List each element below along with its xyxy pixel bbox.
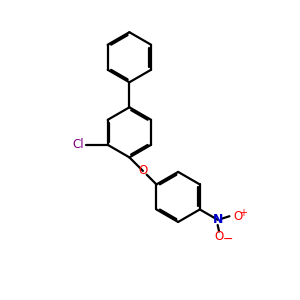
Text: O: O [234,210,243,223]
Text: +: + [239,208,247,218]
Text: Cl: Cl [73,138,84,151]
Text: N: N [212,213,223,226]
Text: O: O [214,230,224,243]
Text: O: O [138,164,148,177]
Text: −: − [223,233,233,246]
